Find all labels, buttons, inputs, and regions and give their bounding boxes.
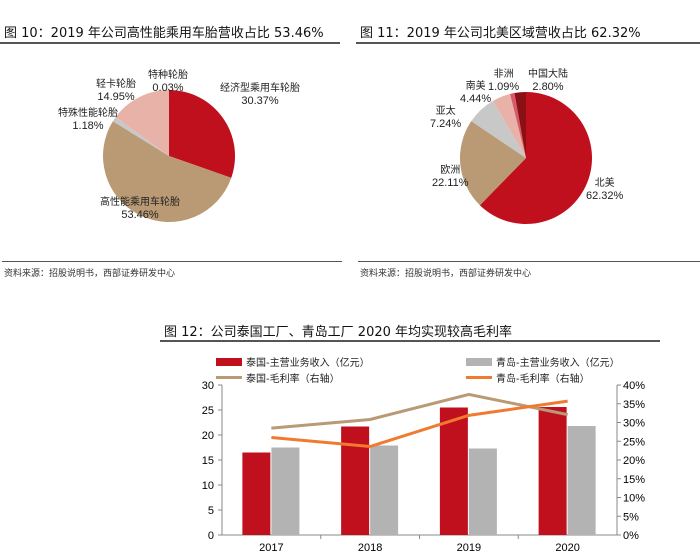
left-tick-label: 15: [202, 455, 214, 467]
legend-thai-revenue: 泰国-主营业务收入（亿元）: [216, 354, 370, 369]
right-tick-label: 30%: [623, 418, 645, 430]
right-tick-label: 20%: [623, 455, 645, 467]
fig10-source: 资料来源：招股说明书，西部证券研发中心: [4, 269, 176, 279]
pie-slice-0: [479, 92, 593, 225]
pie2-label-na: 北美 62.32%: [586, 178, 624, 202]
bar-qingdao-2018: [370, 445, 399, 535]
pie-slice-3: [115, 90, 169, 156]
x-tick-label: 2019: [457, 542, 481, 554]
pie1-label-economy: 经济型乘用车轮胎 30.37%: [220, 83, 300, 107]
right-tick-label: 25%: [623, 436, 645, 448]
right-tick-label: 0%: [623, 530, 639, 542]
bar-qingdao-2017: [271, 447, 300, 535]
legend-swatch: [466, 376, 492, 379]
pie-slice-1: [103, 121, 232, 222]
legend-text: 泰国-主营业务收入（亿元）: [246, 358, 370, 369]
right-tick-label: 35%: [623, 399, 645, 411]
pie-slice-1: [460, 121, 526, 206]
fig10-title-rule: [0, 42, 340, 44]
line-thai-margin: [271, 392, 568, 430]
fig11-source-rule: [358, 261, 700, 262]
legend-swatch: [216, 357, 242, 366]
fig10-title: 图 10：2019 年公司高性能乘用车胎营收占比 53.46%: [4, 26, 324, 41]
legend-text: 泰国-毛利率（右轴）: [246, 374, 340, 385]
pie-slice-5: [514, 92, 526, 158]
fig11-source: 资料来源：招股说明书，西部证券研发中心: [360, 269, 532, 279]
left-tick-label: 25: [202, 405, 214, 417]
line-qingdao-margin: [271, 399, 568, 449]
right-tick-label: 5%: [623, 511, 639, 523]
bar-qingdao-2020: [567, 426, 596, 535]
pie2-label-af: 非洲 1.09%: [488, 69, 520, 93]
left-tick-label: 10: [202, 480, 214, 492]
legend-qingdao-revenue: 青岛-主营业务收入（亿元）: [466, 354, 620, 369]
right-tick-label: 15%: [623, 474, 645, 486]
pie1-label-specialty: 特种轮胎 0.03%: [148, 70, 188, 94]
pie1-label-lighttruck: 轻卡轮胎 14.95%: [96, 79, 136, 103]
fig11-title-rule: [356, 42, 700, 44]
bar-thai-2019: [439, 407, 468, 535]
pie-slice-2: [471, 100, 526, 158]
pie2-label-eu: 欧洲 22.11%: [432, 165, 469, 189]
left-tick-label: 5: [208, 505, 214, 517]
x-tick-label: 2017: [259, 542, 283, 554]
left-tick-label: 30: [202, 380, 214, 392]
legend-thai-margin: 泰国-毛利率（右轴）: [216, 370, 340, 385]
pie-slice-0: [169, 90, 236, 178]
pie1-label-special: 特殊性能轮胎 1.18%: [58, 108, 118, 132]
right-tick-label: 40%: [623, 380, 645, 392]
bar-qingdao-2019: [468, 448, 497, 535]
legend-qingdao-margin: 青岛-毛利率（右轴）: [466, 370, 590, 385]
fig11-title: 图 11：2019 年公司北美区域营收占比 62.32%: [360, 26, 641, 41]
left-tick-label: 0: [208, 530, 214, 542]
pie-slice-4: [510, 93, 526, 158]
legend-text: 青岛-毛利率（右轴）: [496, 374, 590, 385]
legend-swatch: [466, 357, 492, 366]
legend-swatch: [216, 376, 242, 379]
pie2-label-ap: 亚太 7.24%: [430, 106, 462, 130]
pie-slice-3: [493, 93, 526, 158]
fig12-title-rule: [160, 340, 660, 342]
legend-text: 青岛-主营业务收入（亿元）: [496, 358, 620, 369]
pie2-label-cn: 中国大陆 2.80%: [528, 69, 568, 93]
x-tick-label: 2018: [358, 542, 382, 554]
pie-slice-2: [112, 117, 169, 156]
right-tick-label: 10%: [623, 493, 645, 505]
bar-thai-2020: [538, 407, 567, 535]
fig12-title: 图 12：公司泰国工厂、青岛工厂 2020 年均实现较高毛利率: [164, 325, 513, 340]
left-tick-label: 20: [202, 430, 214, 442]
pie2-label-sa: 南美 4.44%: [460, 81, 492, 105]
pie1-label-highperf: 高性能乘用车轮胎 53.46%: [100, 197, 180, 221]
fig10-source-rule: [2, 261, 342, 262]
bar-thai-2017: [242, 452, 271, 535]
x-tick-label: 2020: [555, 542, 579, 554]
